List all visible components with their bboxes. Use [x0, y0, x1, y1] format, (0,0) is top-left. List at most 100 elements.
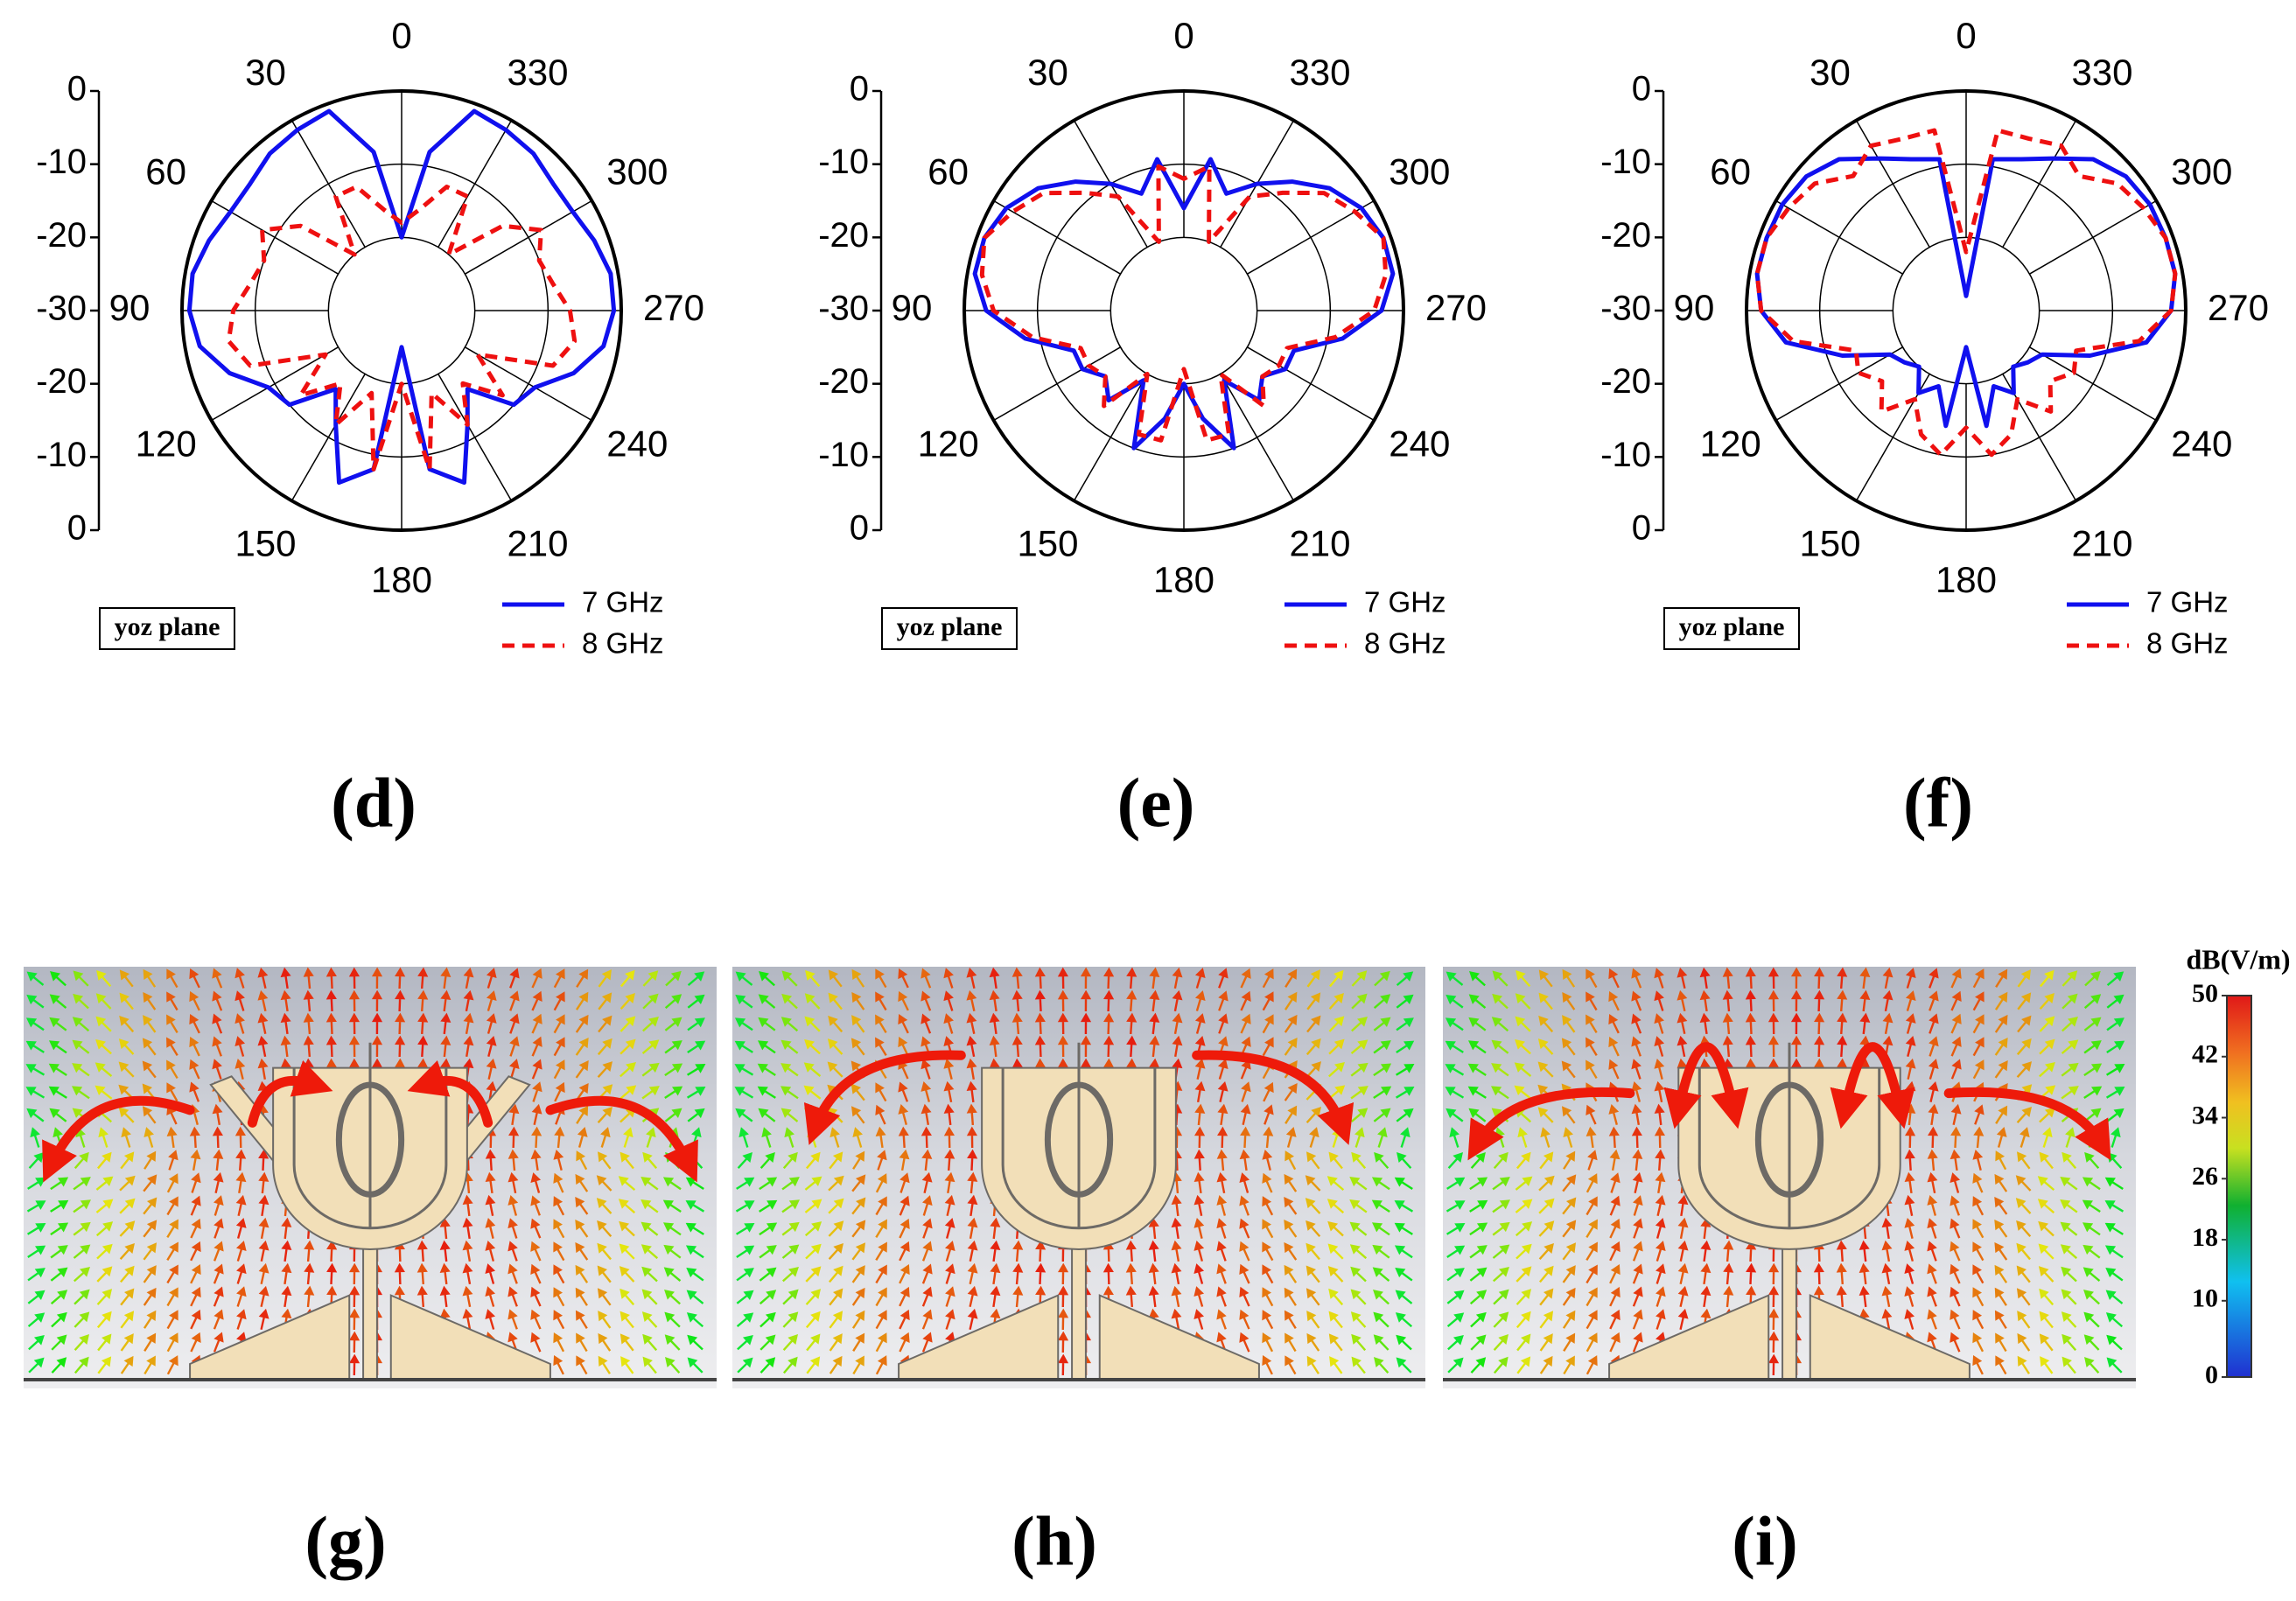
field-arrow	[74, 1267, 90, 1283]
field-arrow	[943, 1103, 955, 1126]
field-arrow	[2083, 1290, 2100, 1305]
radial-tick-label: -30	[36, 290, 87, 328]
field-arrow	[943, 968, 954, 989]
field-arrow	[623, 1127, 634, 1148]
field-arrow	[781, 993, 798, 1010]
field-arrow	[257, 967, 269, 989]
field-arrow	[619, 1085, 637, 1101]
field-arrow	[780, 1017, 799, 1032]
series-line	[186, 108, 617, 486]
field-arrow	[851, 968, 865, 988]
field-arrow	[213, 1149, 224, 1171]
field-arrow	[1328, 1311, 1343, 1329]
angle-label: 180	[1153, 559, 1214, 600]
field-arrow	[1216, 1171, 1228, 1194]
field-arrow	[281, 1262, 292, 1285]
field-arrow	[1950, 1103, 1962, 1125]
field-arrow	[1328, 1038, 1345, 1055]
field-arrow	[439, 1240, 451, 1262]
field-arrow	[1994, 1310, 2007, 1329]
field-arrow	[899, 1286, 910, 1307]
spoke	[1855, 374, 1930, 501]
field-arrow	[803, 1085, 822, 1100]
field-arrow	[2106, 971, 2124, 987]
field-arrow	[1012, 989, 1023, 1012]
field-arrow	[944, 1171, 956, 1194]
field-arrow	[758, 1017, 776, 1031]
grid-circle	[327, 236, 476, 385]
field-arrow	[95, 1221, 114, 1237]
field-plot	[732, 967, 1425, 1388]
field-arrow	[1655, 1194, 1666, 1216]
field-arrow	[1972, 1264, 1984, 1284]
field-arrow	[576, 1355, 588, 1375]
field-arrow	[303, 1012, 314, 1035]
field-arrow	[1972, 1037, 1984, 1057]
field-arrow	[685, 1200, 705, 1213]
field-arrow	[685, 1245, 704, 1259]
field-arrow	[530, 1332, 542, 1353]
field-arrow	[142, 1038, 157, 1056]
current-arrow	[407, 1059, 494, 1128]
field-arrow	[736, 1245, 755, 1259]
angle-label: 90	[109, 287, 150, 328]
field-arrow	[759, 1222, 778, 1236]
field-arrow	[531, 1126, 542, 1149]
field-arrow	[686, 1064, 706, 1076]
field-arrow	[804, 1199, 822, 1213]
field-arrow	[1306, 1038, 1321, 1056]
current-arrow	[247, 1059, 333, 1128]
field-arrow	[1836, 1240, 1847, 1262]
field-arrow	[462, 1217, 473, 1240]
field-arrow	[1700, 1285, 1712, 1308]
field-arrow	[827, 1061, 844, 1078]
radial-tick-label: 0	[67, 70, 87, 108]
field-arrow	[1262, 1219, 1274, 1239]
field-arrow	[1194, 1149, 1205, 1171]
field-arrow	[348, 1285, 360, 1308]
field-arrow	[966, 1103, 977, 1126]
field-arrow	[576, 1105, 589, 1124]
field-arrow	[1656, 1263, 1666, 1284]
field-arrow	[1349, 1244, 1368, 1260]
field-arrow	[508, 1126, 520, 1149]
field-arrow	[780, 1063, 799, 1077]
field-arrow	[921, 1171, 933, 1193]
field-arrow	[597, 1107, 613, 1123]
field-arrow	[1239, 1309, 1250, 1330]
field-arrow	[1148, 1240, 1159, 1262]
field-arrow	[1350, 1266, 1367, 1283]
field-arrow	[1928, 1103, 1939, 1126]
field-arrow	[598, 1151, 612, 1170]
field-arrow	[1654, 990, 1664, 1011]
field-arrow	[1057, 1262, 1069, 1285]
field-arrow	[1080, 967, 1092, 989]
field-arrow	[50, 971, 66, 987]
field-arrow	[1563, 1150, 1576, 1170]
field-arrow	[1239, 1172, 1250, 1193]
field-arrow	[1126, 967, 1138, 989]
field-arrow	[2039, 1151, 2054, 1170]
field-arrow	[1194, 1058, 1206, 1080]
field-arrow	[943, 1080, 955, 1103]
field-arrow	[737, 1152, 752, 1169]
field-arrow	[1881, 1240, 1893, 1262]
field-arrow	[1516, 1289, 1532, 1305]
field-arrow	[1677, 1217, 1689, 1240]
field-arrow	[1284, 1014, 1298, 1033]
field-arrow	[74, 1289, 90, 1305]
field-arrow	[1373, 1290, 1390, 1305]
field-arrow	[326, 989, 337, 1012]
field-arrow	[687, 994, 705, 1009]
field-arrow	[899, 1309, 910, 1330]
field-arrow	[486, 1036, 497, 1057]
field-arrow	[1632, 1171, 1643, 1193]
field-arrow	[922, 1218, 933, 1239]
field-arrow	[1608, 1036, 1620, 1057]
angle-label: 330	[2071, 52, 2132, 93]
field-arrow	[1126, 1035, 1138, 1058]
field-arrow	[875, 1219, 887, 1239]
field-arrow	[439, 1262, 451, 1285]
field-arrow	[967, 1194, 978, 1217]
field-arrow	[759, 971, 775, 987]
